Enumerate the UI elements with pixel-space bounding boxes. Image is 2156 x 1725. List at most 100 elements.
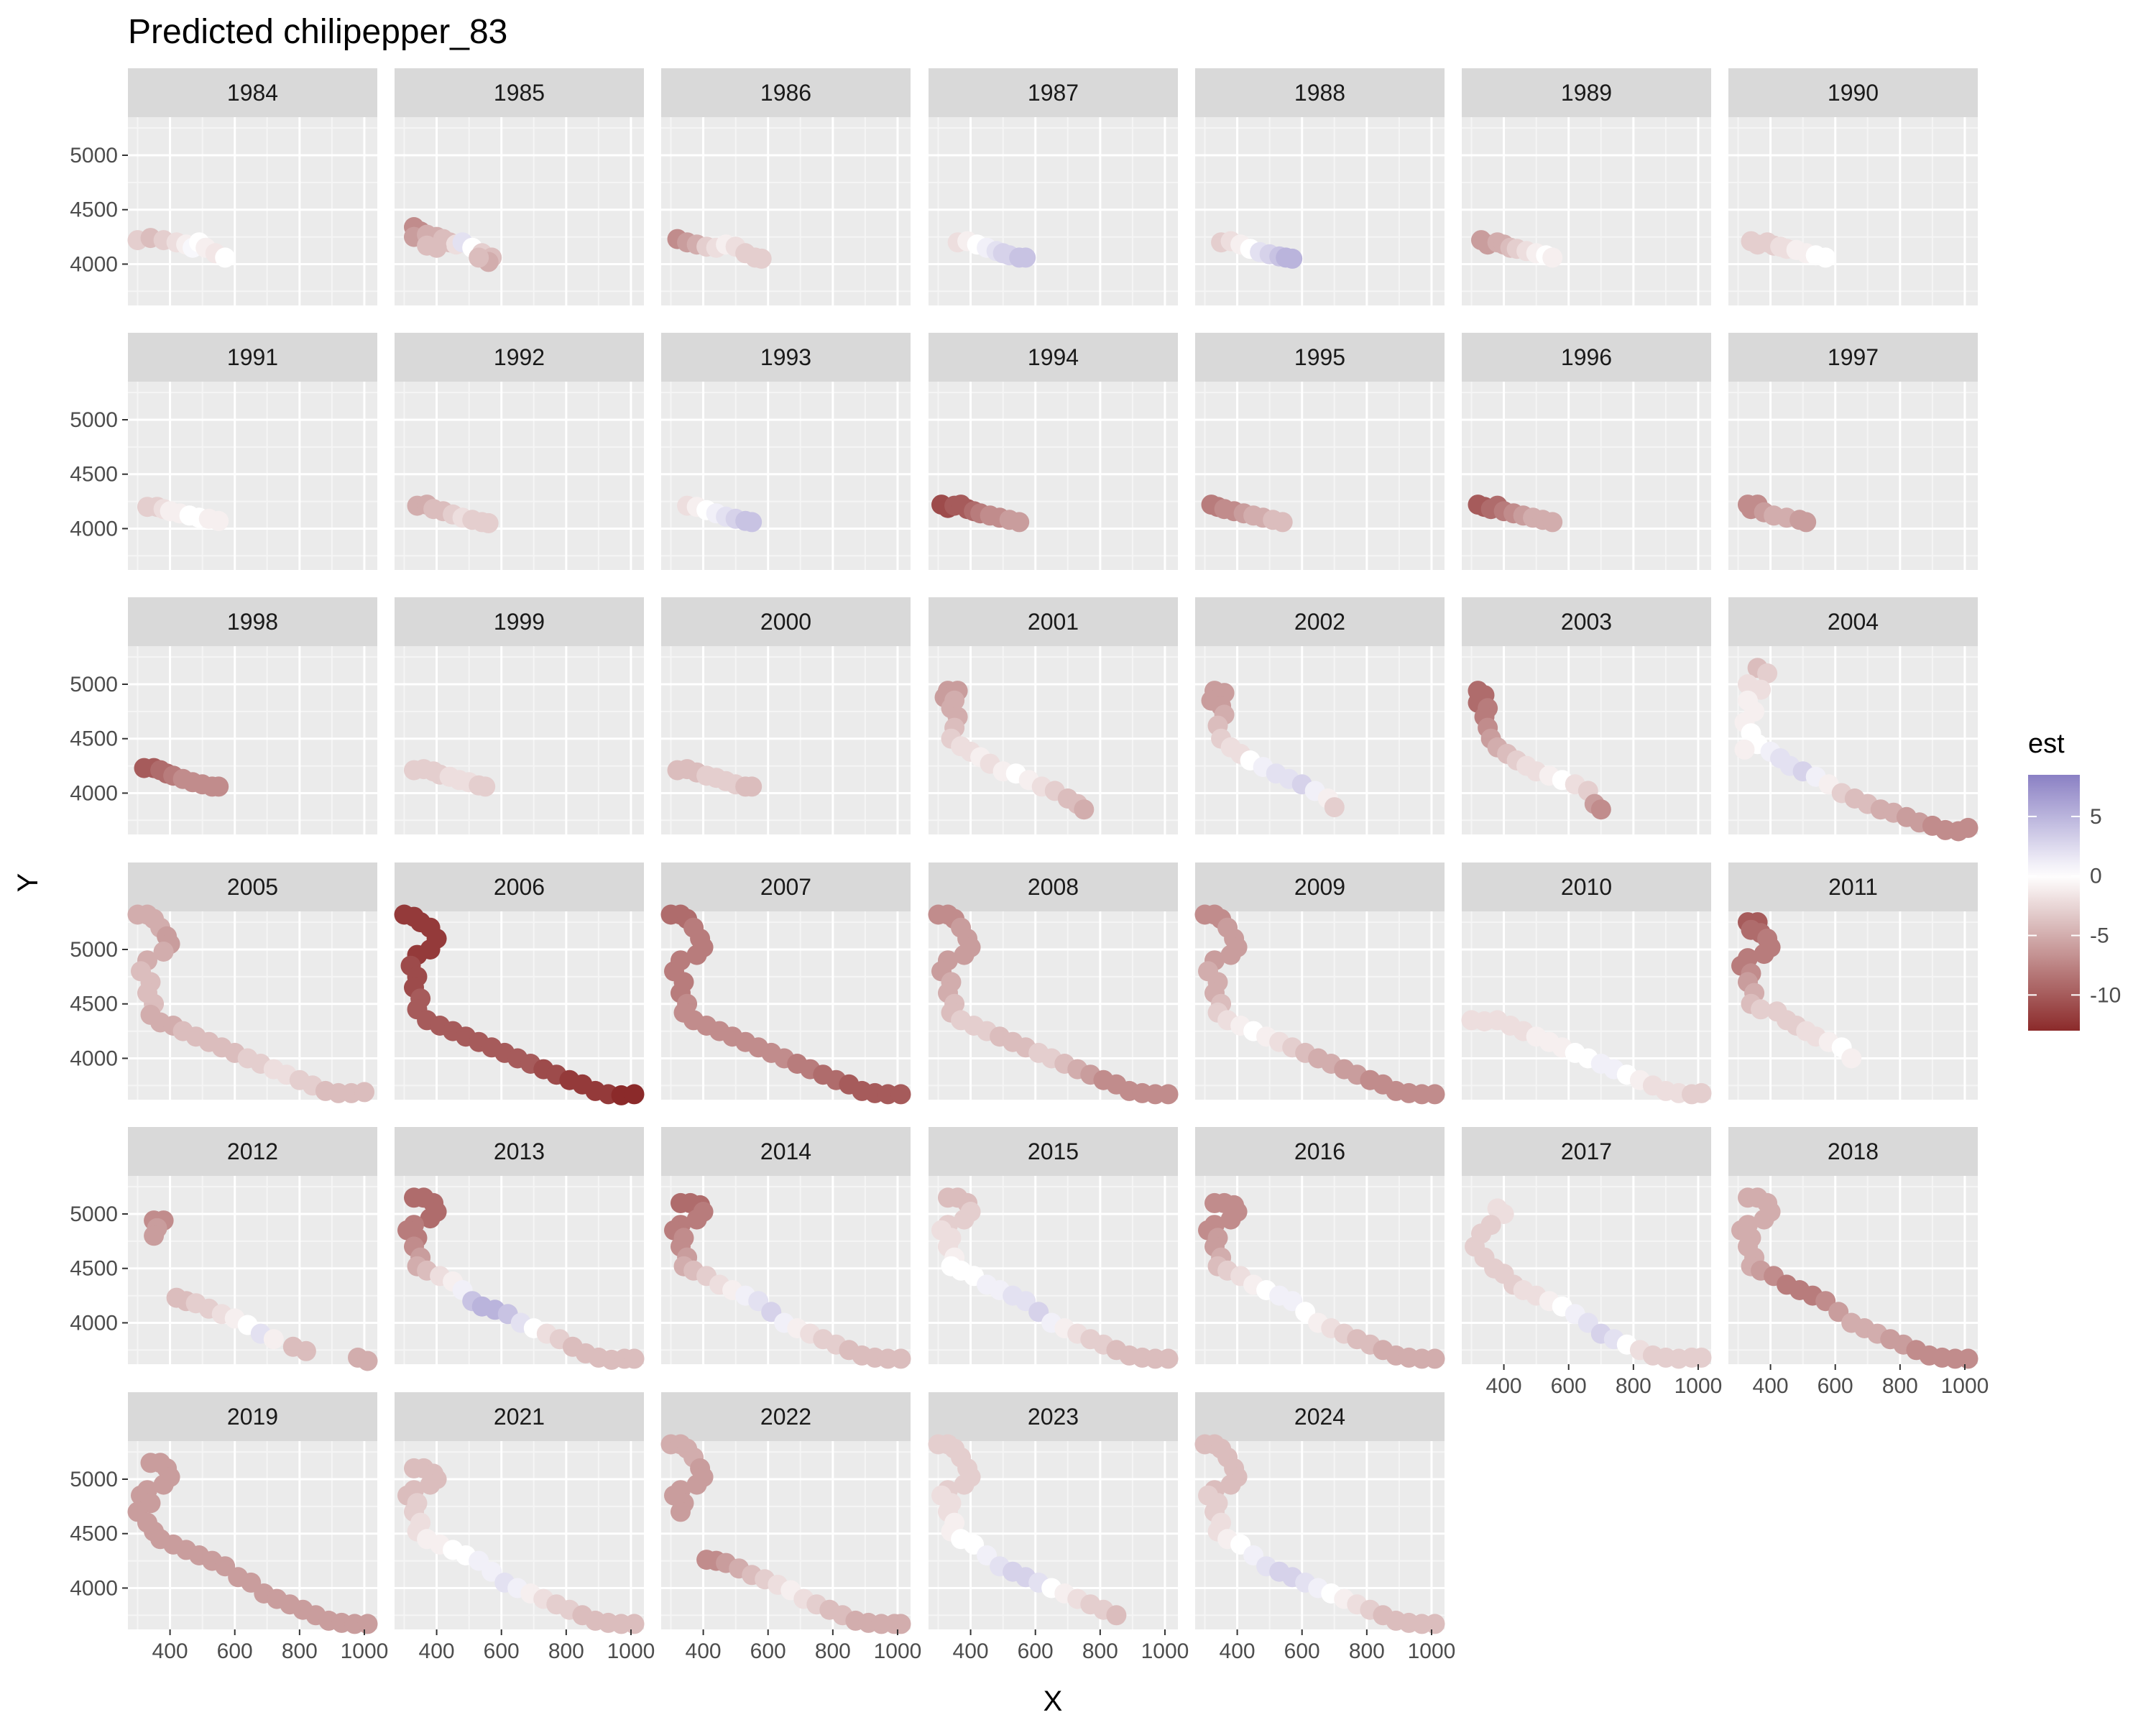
y-tick-label: 4500 [70, 727, 118, 751]
facet-strip [1728, 597, 1978, 646]
x-tick-label: 600 [1551, 1374, 1587, 1398]
data-point [671, 1501, 691, 1522]
facet-panel-2013: 2013 [395, 1127, 645, 1370]
data-point [1220, 944, 1241, 965]
facet-strip [1195, 68, 1445, 117]
facet-panel-2018: 2018 400 600 800 1000 [1728, 1127, 1989, 1398]
y-tick-label: 4500 [70, 463, 118, 487]
facet-panel-2011: 2011 [1728, 862, 1978, 1100]
data-point [1691, 1347, 1712, 1368]
data-point [1158, 1348, 1179, 1369]
facet-panel-1985: 1985 [395, 68, 644, 305]
x-tick-label: 800 [1082, 1639, 1118, 1663]
data-point [295, 1340, 316, 1361]
facet-strip-label: 2014 [760, 1138, 811, 1164]
facet-strip [395, 68, 644, 117]
x-tick-label: 400 [419, 1639, 455, 1663]
y-tick-label: 5000 [70, 1468, 118, 1491]
facet-panel-1989: 1989 [1462, 68, 1711, 305]
facet-strip [128, 68, 377, 117]
data-point [1272, 512, 1293, 533]
x-tick-label: 1000 [1941, 1374, 1989, 1398]
facet-panel-1990: 1990 [1728, 68, 1978, 305]
y-tick-label: 5000 [70, 144, 118, 167]
data-point [751, 248, 772, 269]
facet-panel-2012: 2012 4000 4500 5000 [70, 1127, 378, 1371]
facet-strip [128, 1127, 377, 1176]
facet-strip-label: 2018 [1828, 1138, 1879, 1164]
facet-strip [1462, 1127, 1711, 1176]
facet-strip [661, 1392, 911, 1441]
facet-strip [395, 1127, 644, 1176]
facet-strip-label: 1999 [494, 609, 545, 635]
data-point [686, 1209, 707, 1230]
facet-strip [929, 597, 1178, 646]
y-tick-label: 5000 [70, 673, 118, 696]
facet-strip-label: 1995 [1294, 344, 1345, 370]
facet-strip-label: 1984 [227, 80, 278, 106]
data-point [1757, 663, 1778, 684]
facet-strip-label: 2006 [494, 874, 545, 900]
facet-strip-label: 2003 [1561, 609, 1612, 635]
facet-strip-label: 2001 [1028, 609, 1079, 635]
facet-strip-label: 1997 [1828, 344, 1879, 370]
facet-panel-2016: 2016 [1195, 1127, 1445, 1369]
data-point [153, 1474, 174, 1495]
data-point [208, 510, 229, 531]
panel-background [661, 646, 911, 834]
data-point [954, 1474, 975, 1495]
facet-strip-label: 2004 [1828, 609, 1879, 635]
panel-background [661, 382, 911, 570]
x-tick-label: 1000 [1674, 1374, 1723, 1398]
facet-panel-2007: 2007 [660, 862, 911, 1105]
data-point [890, 1614, 911, 1634]
data-point [624, 1348, 645, 1369]
data-point [208, 776, 229, 797]
facet-strip-label: 2002 [1294, 609, 1345, 635]
facet-strip [1728, 333, 1978, 382]
data-point [1751, 999, 1772, 1020]
facet-strip-label: 1989 [1561, 80, 1612, 106]
data-point [1158, 1084, 1179, 1105]
facet-strip-label: 2016 [1294, 1138, 1345, 1164]
panel-background [395, 382, 644, 570]
panel-background [1462, 911, 1711, 1100]
data-point [1424, 1348, 1445, 1369]
facet-strip [1195, 333, 1445, 382]
facet-panel-2002: 2002 [1195, 597, 1445, 834]
data-point [263, 1329, 284, 1350]
x-tick-label: 800 [1882, 1374, 1918, 1398]
data-point [215, 247, 236, 268]
x-tick-label: 1000 [1408, 1639, 1456, 1663]
x-tick-label: 800 [1349, 1639, 1385, 1663]
facet-strip [929, 1127, 1178, 1176]
facet-strip [1195, 1127, 1445, 1176]
data-point [144, 1225, 165, 1246]
facet-strip-label: 2015 [1028, 1138, 1079, 1164]
panel-background [1728, 382, 1978, 570]
facet-panel-2021: 2021 400 600 800 1000 [395, 1392, 655, 1663]
y-tick-label: 5000 [70, 938, 118, 962]
data-point [357, 1351, 378, 1371]
data-point [354, 1082, 374, 1103]
facet-panel-2004: 2004 [1728, 597, 1978, 842]
panel-background [1728, 117, 1978, 305]
facet-panel-1998: 1998 4000 4500 5000 [70, 597, 377, 834]
data-point [1424, 1614, 1445, 1634]
facet-panel-2022: 2022 400 600 800 1000 [660, 1392, 921, 1663]
panel-background [929, 117, 1178, 305]
y-tick-label: 4500 [70, 1257, 118, 1281]
color-legend: est 5 0 -5 -10 [2028, 729, 2121, 1031]
facet-panel-2024: 2024 400 600 800 1000 [1194, 1392, 1456, 1663]
data-point [686, 1474, 707, 1495]
y-tick-label: 4000 [70, 1311, 118, 1335]
y-tick-label: 5000 [70, 408, 118, 432]
facet-strip [661, 862, 911, 911]
data-point [1106, 1605, 1127, 1626]
x-tick-label: 1000 [341, 1639, 389, 1663]
facet-strip-label: 2024 [1294, 1404, 1345, 1430]
data-point [1282, 248, 1303, 269]
facet-strip [1195, 597, 1445, 646]
facet-strip-label: 2005 [227, 874, 278, 900]
facet-strip-label: 1985 [494, 80, 545, 106]
